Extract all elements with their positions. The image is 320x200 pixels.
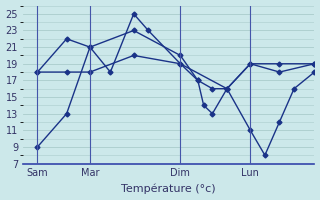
X-axis label: Température (°c): Température (°c) [121,184,216,194]
